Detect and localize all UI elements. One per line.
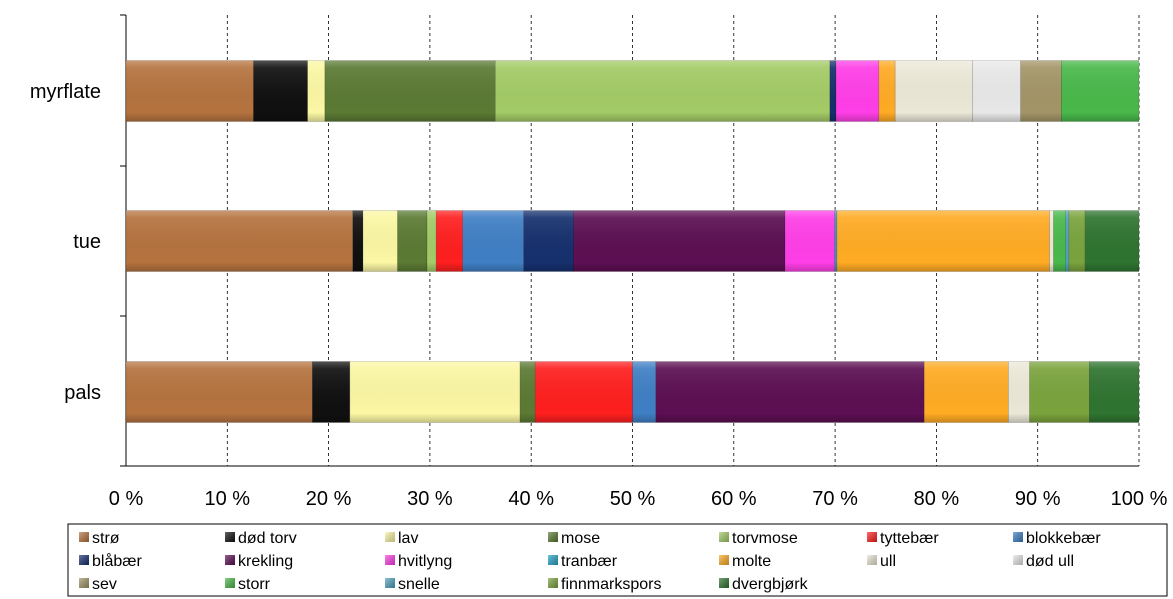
legend-swatch-shading — [548, 578, 558, 588]
legend-box — [67, 523, 1168, 597]
x-tick-label: 0 % — [109, 488, 144, 510]
legend: strø død torv lav mose torvmose tyttebær blokk… — [67, 523, 1168, 597]
bar-segment-shading — [1029, 361, 1090, 423]
legend-label: hvitlyng — [398, 553, 452, 570]
category-label: tue — [73, 231, 101, 253]
legend-swatch-shading — [225, 555, 235, 565]
x-tick-labels: 0 % 10 % 20 % 30 % 40 % 50 % 60 % 70 % 80 % 90 % 1… — [109, 488, 1168, 510]
bar-segment-shading — [1008, 361, 1030, 423]
bar-segment-shading — [836, 210, 1050, 272]
legend-swatch-shading — [867, 532, 877, 542]
bar-segment-shading — [427, 210, 437, 272]
legend-label: krekling — [238, 553, 293, 570]
legend-label: torvmose — [732, 530, 798, 547]
bar-segment-shading — [495, 60, 830, 122]
bar-segment-shading — [1053, 210, 1066, 272]
category-label: myrflate — [30, 81, 101, 103]
bar-segment-shading — [829, 60, 837, 122]
legend-swatch-shading — [385, 555, 395, 565]
legend-swatch-shading — [719, 578, 729, 588]
bar-segment-shading — [1085, 210, 1139, 272]
x-tick-label: 20 % — [306, 488, 352, 510]
x-tick-label: 90 % — [1015, 488, 1061, 510]
bar-segment-shading — [436, 210, 463, 272]
bar-segment-shading — [307, 60, 325, 122]
legend-label: sev — [92, 576, 117, 593]
legend-label: død torv — [238, 530, 297, 547]
bar-segment-shading — [785, 210, 835, 272]
bar-segment-shading — [1061, 60, 1139, 122]
legend-label: storr — [238, 576, 271, 593]
bar-segment-shading — [1049, 210, 1054, 272]
legend-label: død ull — [1026, 553, 1074, 570]
bar-segment-shading — [655, 361, 925, 423]
legend-label: tranbær — [561, 553, 618, 570]
bar-segment-shading — [462, 210, 524, 272]
x-tick-label: 60 % — [711, 488, 757, 510]
x-tick-label: 40 % — [508, 488, 554, 510]
bar-segment-shading — [397, 210, 428, 272]
bar-segment-shading — [362, 210, 398, 272]
bar-segment-shading — [632, 361, 656, 423]
x-tick-label: 80 % — [914, 488, 960, 510]
bar-segment-shading — [1065, 210, 1069, 272]
legend-swatch-shading — [225, 532, 235, 542]
bar-segment-shading — [352, 210, 363, 272]
legend-swatch-shading — [867, 555, 877, 565]
bar-segment-shading — [349, 361, 521, 423]
legend-label: molte — [732, 553, 771, 570]
legend-swatch-shading — [79, 578, 89, 588]
legend-swatch-shading — [548, 555, 558, 565]
bar-segment-shading — [520, 361, 536, 423]
bar-segment-shading — [1089, 361, 1139, 423]
legend-label: snelle — [398, 576, 440, 593]
x-tick-label: 50 % — [610, 488, 656, 510]
legend-label: tyttebær — [880, 530, 939, 547]
legend-swatch-shading — [1013, 532, 1023, 542]
bar-segment-shading — [834, 210, 837, 272]
bar-segment-shading — [895, 60, 973, 122]
legend-label: finnmarkspors — [561, 576, 661, 593]
legend-label: dvergbjørk — [732, 576, 809, 593]
legend-swatch-shading — [1013, 555, 1023, 565]
x-tick-label: 30 % — [407, 488, 453, 510]
x-tick-label: 100 % — [1111, 488, 1168, 510]
bar-segment-shading — [126, 361, 313, 423]
legend-label: mose — [561, 530, 600, 547]
category-label: pals — [64, 382, 101, 404]
legend-swatch-shading — [385, 578, 395, 588]
bar-segment-shading — [126, 60, 254, 122]
bar-segment-shading — [523, 210, 574, 272]
bar-segment-shading — [312, 361, 350, 423]
bar-segment-shading — [535, 361, 633, 423]
category-labels: myrflate tue pals — [30, 81, 101, 404]
legend-label: blokkebær — [1026, 530, 1101, 547]
legend-swatch-shading — [385, 532, 395, 542]
bar-segment-shading — [1020, 60, 1062, 122]
bar-segment-shading — [924, 361, 1009, 423]
bar-segment-shading — [972, 60, 1021, 122]
bar-segment-shading — [1068, 210, 1086, 272]
legend-label: strø — [92, 530, 120, 547]
x-tick-label: 10 % — [205, 488, 251, 510]
legend-label: lav — [398, 530, 418, 547]
bars — [125, 60, 1140, 423]
bar-segment-shading — [126, 210, 353, 272]
legend-swatch-shading — [548, 532, 558, 542]
bar-segment-shading — [324, 60, 496, 122]
legend-label: ull — [880, 553, 896, 570]
legend-swatch-shading — [79, 555, 89, 565]
bar-segment-shading — [573, 210, 786, 272]
legend-swatch-shading — [79, 532, 89, 542]
legend-label: blåbær — [92, 552, 142, 570]
x-tick-label: 70 % — [812, 488, 858, 510]
legend-swatch-shading — [719, 555, 729, 565]
bar-segment-shading — [836, 60, 879, 122]
legend-swatch-shading — [225, 578, 235, 588]
bar-segment-shading — [878, 60, 896, 122]
legend-swatch-shading — [719, 532, 729, 542]
bar-segment-shading — [253, 60, 308, 122]
